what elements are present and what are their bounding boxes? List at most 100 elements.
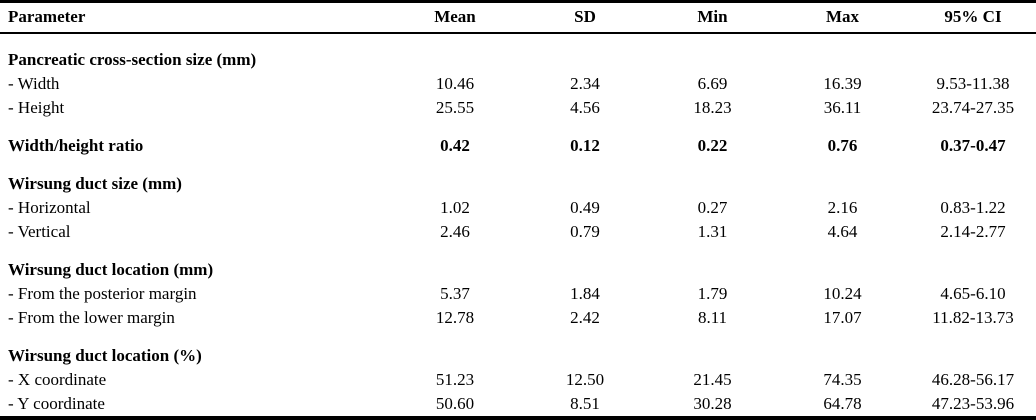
row-sd-cell: 2.42	[570, 308, 600, 327]
row-min-cell: 1.79	[697, 284, 728, 303]
section-title-row: Width/height ratio 0.42 0.12 0.22 0.76 0.37-0…	[0, 120, 1036, 158]
table-row: - Width 10.46 2.34 6.69 16.39 9.53-11.38	[0, 72, 1036, 96]
row-label: - Height	[8, 98, 65, 117]
row-label: - Horizontal	[8, 198, 91, 217]
section-title-row: Wirsung duct location (mm)	[0, 244, 1036, 282]
row-ci-cell: 0.83-1.22	[940, 198, 1006, 217]
section-mean-cell: 0.42	[440, 136, 470, 155]
row-sd-cell: 2.34	[570, 74, 600, 93]
row-label: - From the lower margin	[8, 308, 175, 327]
section-ci-cell	[910, 244, 1036, 282]
row-max-cell: 74.35	[823, 370, 862, 389]
section-ci-cell: 0.37-0.47	[940, 136, 1006, 155]
section-sd-cell: 0.12	[570, 136, 600, 155]
section-min-cell	[650, 33, 775, 72]
table-row: - From the lower margin 12.78 2.42 8.11 17.0…	[0, 306, 1036, 330]
row-ci-cell: 2.14-2.77	[940, 222, 1006, 241]
section-title: Width/height ratio	[8, 136, 144, 155]
row-max-cell: 36.11	[823, 98, 862, 117]
row-sd-cell: 0.49	[570, 198, 600, 217]
row-min-cell: 30.28	[693, 394, 732, 413]
section-title: Pancreatic cross-section size (mm)	[8, 50, 257, 69]
row-label: - Vertical	[8, 222, 71, 241]
table-row: - Height 25.55 4.56 18.23 36.11 23.74-27.35	[0, 96, 1036, 120]
row-min-cell: 8.11	[697, 308, 728, 327]
section-title: Wirsung duct location (%)	[8, 346, 202, 365]
table-row: - X coordinate 51.23 12.50 21.45 74.35 46.28-…	[0, 368, 1036, 392]
row-sd-cell: 0.79	[570, 222, 600, 241]
section-ci-cell	[910, 33, 1036, 72]
header-max: Max	[775, 1, 910, 34]
row-sd-cell: 4.56	[570, 98, 600, 117]
row-max-cell: 17.07	[823, 308, 862, 327]
table-row: - Horizontal 1.02 0.49 0.27 2.16 0.83-1.22	[0, 196, 1036, 220]
section-min-cell	[650, 244, 775, 282]
header-sd: SD	[520, 1, 650, 34]
row-ci-cell: 11.82-13.73	[932, 308, 1014, 327]
header-mean: Mean	[390, 1, 520, 34]
section-mean-cell	[390, 244, 520, 282]
header-parameter: Parameter	[0, 1, 390, 34]
section-max-cell	[775, 158, 910, 196]
row-min-cell: 1.31	[697, 222, 728, 241]
row-max-cell: 4.64	[827, 222, 858, 241]
section-sd-cell	[520, 33, 650, 72]
section-ci-cell	[910, 330, 1036, 368]
row-ci-cell: 46.28-56.17	[931, 370, 1015, 389]
section-max-cell	[775, 244, 910, 282]
section-sd-cell	[520, 330, 650, 368]
row-max-cell: 10.24	[823, 284, 862, 303]
row-sd-cell: 12.50	[565, 370, 605, 389]
row-label: - Width	[8, 74, 60, 93]
row-mean-cell: 10.46	[435, 74, 475, 93]
header-row: Parameter Mean SD Min Max 95% CI	[0, 1, 1036, 34]
section-mean-cell	[390, 330, 520, 368]
row-label: - X coordinate	[8, 370, 107, 389]
row-ci-cell: 4.65-6.10	[940, 284, 1006, 303]
table-row: - Vertical 2.46 0.79 1.31 4.64 2.14-2.77	[0, 220, 1036, 244]
row-max-cell: 64.78	[823, 394, 862, 413]
row-ci-cell: 9.53-11.38	[936, 74, 1010, 93]
section-sd-cell	[520, 158, 650, 196]
header-min: Min	[650, 1, 775, 34]
row-ci-cell: 23.74-27.35	[931, 98, 1015, 117]
section-title: Wirsung duct size (mm)	[8, 174, 182, 193]
row-max-cell: 2.16	[827, 198, 858, 217]
row-mean-cell: 12.78	[435, 308, 475, 327]
section-title-row: Wirsung duct size (mm)	[0, 158, 1036, 196]
row-mean-cell: 1.02	[440, 198, 470, 217]
table-body: Pancreatic cross-section size (mm) - Widt…	[0, 33, 1036, 418]
section-min-cell	[650, 158, 775, 196]
section-title: Wirsung duct location (mm)	[8, 260, 214, 279]
row-min-cell: 0.27	[697, 198, 728, 217]
section-mean-cell	[390, 158, 520, 196]
section-min-cell	[650, 330, 775, 368]
section-title-row: Pancreatic cross-section size (mm)	[0, 33, 1036, 72]
row-label: - Y coordinate	[8, 394, 105, 413]
section-ci-cell	[910, 158, 1036, 196]
row-mean-cell: 5.37	[440, 284, 470, 303]
row-ci-cell: 47.23-53.96	[931, 394, 1015, 413]
table-row: - From the posterior margin 5.37 1.84 1.79 1…	[0, 282, 1036, 306]
section-max-cell	[775, 33, 910, 72]
section-max-cell	[775, 330, 910, 368]
row-mean-cell: 50.60	[435, 394, 475, 413]
row-sd-cell: 8.51	[570, 394, 600, 413]
section-title-row: Wirsung duct location (%)	[0, 330, 1036, 368]
section-min-cell: 0.22	[697, 136, 728, 155]
table-header: Parameter Mean SD Min Max 95% CI	[0, 1, 1036, 34]
section-sd-cell	[520, 244, 650, 282]
row-min-cell: 18.23	[693, 98, 732, 117]
header-95ci: 95% CI	[910, 1, 1036, 34]
row-mean-cell: 51.23	[435, 370, 475, 389]
table-row: - Y coordinate 50.60 8.51 30.28 64.78 47.23-5…	[0, 392, 1036, 418]
row-min-cell: 6.69	[697, 74, 728, 93]
row-mean-cell: 2.46	[440, 222, 470, 241]
row-label: - From the posterior margin	[8, 284, 197, 303]
row-mean-cell: 25.55	[435, 98, 475, 117]
section-max-cell: 0.76	[827, 136, 858, 155]
row-max-cell: 16.39	[823, 74, 862, 93]
section-mean-cell	[390, 33, 520, 72]
row-min-cell: 21.45	[693, 370, 732, 389]
row-sd-cell: 1.84	[570, 284, 600, 303]
